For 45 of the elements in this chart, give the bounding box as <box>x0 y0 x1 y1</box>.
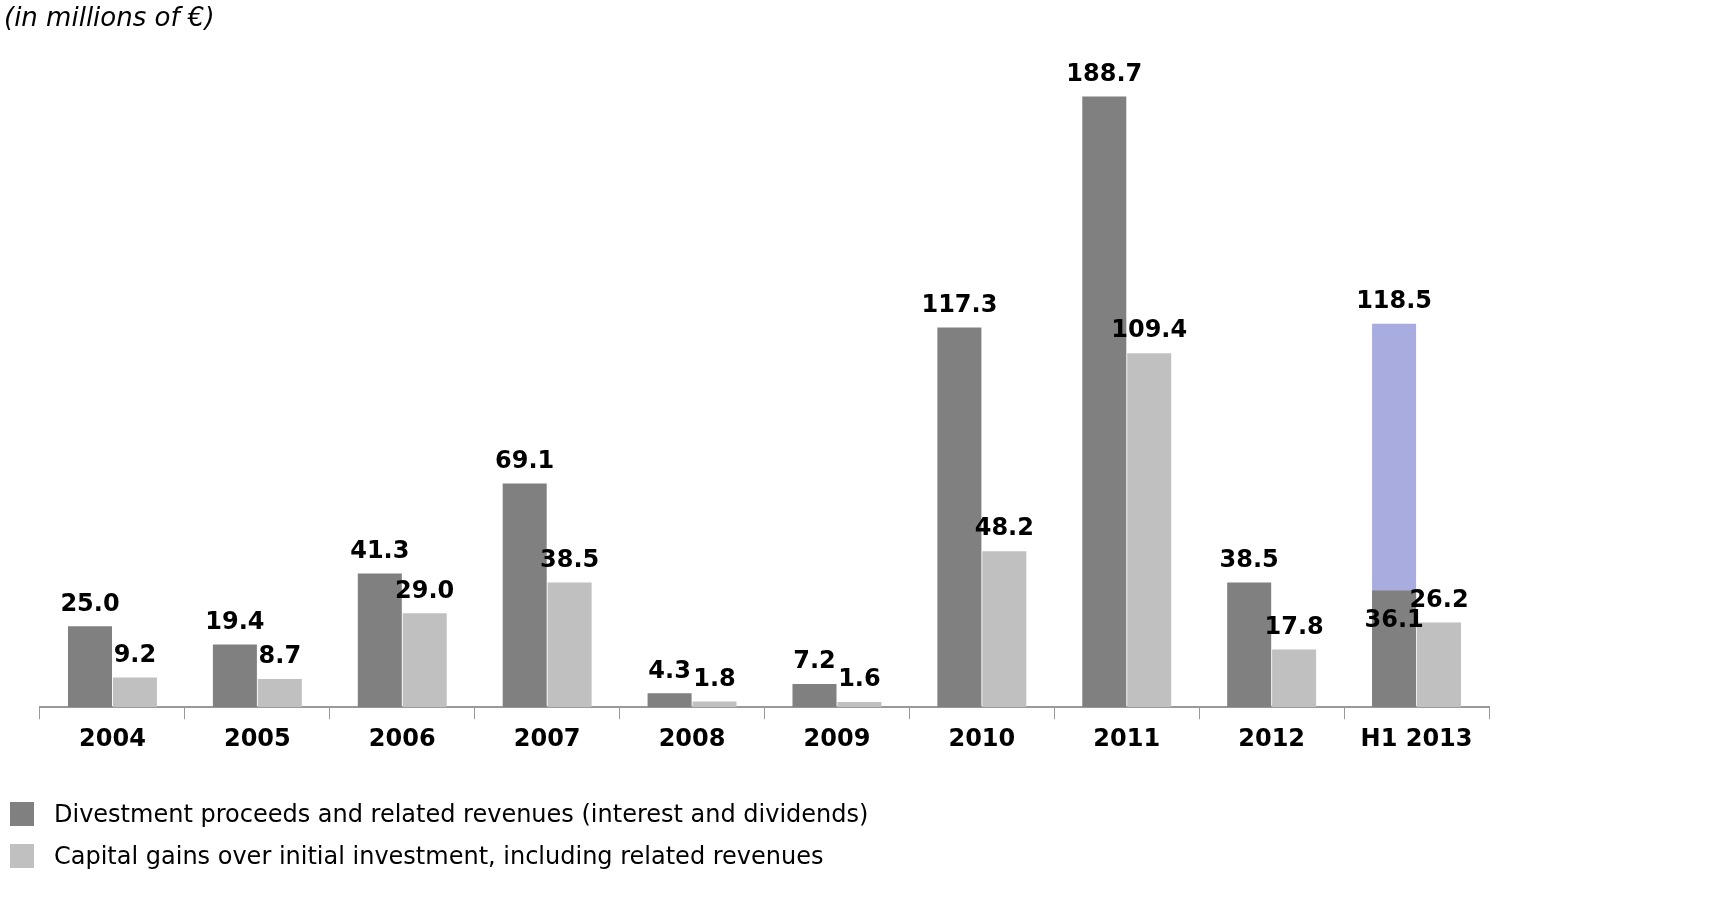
x-tick-label: H1 2013 <box>1360 723 1473 752</box>
legend-label: Capital gains over initial investment, including related revenues <box>54 842 824 870</box>
bar <box>837 702 882 708</box>
bar <box>982 551 1027 708</box>
data-label: 9.2 <box>113 639 157 668</box>
x-tick-label: 2012 <box>1238 723 1306 752</box>
data-label: 1.6 <box>838 664 881 693</box>
data-label: 29.0 <box>395 575 455 604</box>
bar <box>1127 353 1172 708</box>
x-tick-label: 2008 <box>658 723 726 752</box>
data-label: 17.8 <box>1264 611 1324 640</box>
data-label: 41.3 <box>350 535 410 564</box>
data-label: 4.3 <box>648 655 691 684</box>
data-label: 109.4 <box>1111 315 1188 344</box>
data-label: 118.5 <box>1356 285 1433 314</box>
x-tick-label: 2006 <box>368 723 436 752</box>
data-label: 1.8 <box>693 663 736 692</box>
bar <box>692 701 737 708</box>
x-tick-label: 2005 <box>223 723 291 752</box>
data-label: 48.2 <box>974 513 1034 542</box>
data-label: 19.4 <box>205 606 265 635</box>
bar <box>212 644 257 708</box>
data-label: 8.7 <box>258 641 302 670</box>
bar <box>547 582 592 708</box>
data-label: 38.5 <box>1219 544 1279 573</box>
data-label: 38.5 <box>540 544 600 573</box>
data-label: 69.1 <box>495 445 555 474</box>
x-tick-label: 2004 <box>79 723 146 752</box>
chart-title: (in millions of €) <box>4 2 215 32</box>
bar <box>257 679 302 708</box>
data-label: 7.2 <box>793 646 836 675</box>
x-tick-label: 2010 <box>948 723 1016 752</box>
legend-label: Divestment proceeds and related revenues (interest and dividends) <box>54 800 869 828</box>
bar <box>67 626 112 708</box>
bar <box>1272 649 1317 708</box>
bar <box>402 613 447 708</box>
bar <box>112 677 157 708</box>
bar <box>647 693 692 708</box>
data-label: 117.3 <box>921 289 998 318</box>
data-label: 188.7 <box>1066 58 1143 87</box>
x-tick-label: 2009 <box>803 723 871 752</box>
data-label: 25.0 <box>60 588 120 617</box>
x-tick-label: 2011 <box>1093 723 1161 752</box>
x-tick-label: 2007 <box>513 723 581 752</box>
bar <box>792 683 837 708</box>
